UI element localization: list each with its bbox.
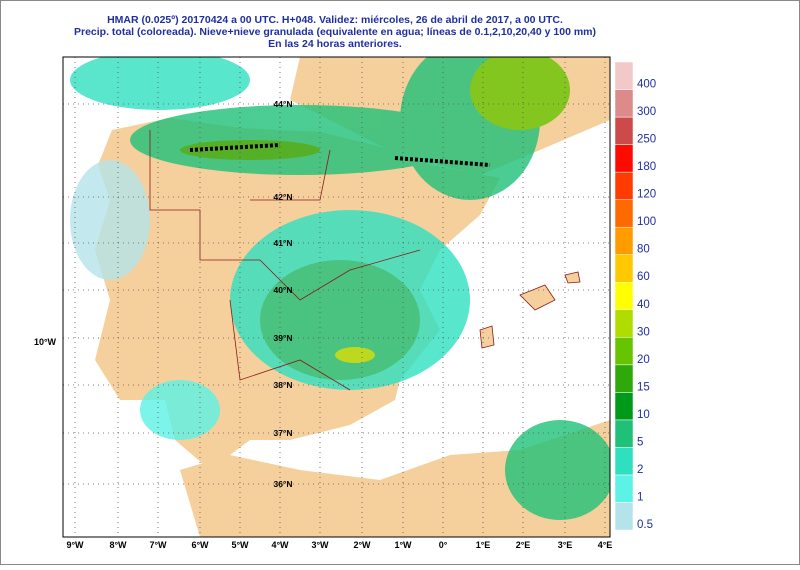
latitude-label: 44°N	[274, 99, 293, 109]
legend-label: 10	[637, 409, 650, 421]
legend-label: 30	[637, 326, 650, 338]
latitude-label: 39°N	[274, 333, 293, 343]
legend-swatch	[614, 337, 634, 366]
latitude-label: 42°N	[274, 192, 293, 202]
legend-swatch	[614, 281, 634, 311]
longitude-label: 1°W	[394, 540, 412, 550]
longitude-label: 8°W	[109, 540, 127, 550]
legend-swatch	[614, 254, 634, 283]
legend-label: 40	[637, 299, 650, 311]
longitude-label: 4°W	[271, 540, 289, 550]
legend-label: 250	[637, 134, 656, 146]
map-border	[62, 56, 611, 538]
legend-swatch	[614, 89, 634, 118]
legend-label: 0.5	[637, 519, 653, 531]
longitude-label: 1°E	[476, 540, 491, 550]
legend-label: 5	[637, 436, 643, 448]
legend-label: 300	[637, 106, 656, 118]
longitude-label: 2°W	[353, 540, 371, 550]
legend-swatch	[614, 309, 634, 338]
longitude-label: 6°W	[191, 540, 209, 550]
legend-label: 1	[637, 491, 643, 503]
legend-label: 2	[637, 464, 643, 476]
map-area	[63, 57, 610, 537]
title-line: En las 24 horas anteriores.	[268, 38, 402, 50]
legend-swatch	[614, 116, 634, 145]
longitude-label: 3°W	[311, 540, 329, 550]
longitude-label: 9°W	[66, 540, 84, 550]
legend-swatch	[614, 392, 634, 421]
longitude-label: 3°E	[558, 540, 573, 550]
legend-swatch	[614, 502, 634, 531]
legend-swatch	[614, 171, 634, 200]
longitude-label: 7°W	[149, 540, 167, 550]
side-longitude-label: 10°W	[34, 337, 57, 347]
legend-label: 120	[637, 189, 656, 201]
legend-swatch	[614, 419, 634, 448]
longitude-label: 2°E	[516, 540, 531, 550]
latitude-label: 41°N	[274, 238, 293, 248]
legend-swatch	[614, 144, 634, 173]
legend-label: 180	[637, 161, 656, 173]
legend-swatch	[614, 199, 634, 228]
legend-label: 80	[637, 244, 650, 256]
legend-swatch	[614, 364, 634, 393]
longitude-label: 4°E	[598, 540, 613, 550]
latitude-label: 36°N	[274, 479, 293, 489]
legend-label: 400	[637, 79, 656, 91]
legend-label: 15	[637, 381, 650, 393]
legend-label: 20	[637, 354, 650, 366]
legend-swatch	[614, 61, 634, 90]
title-line: HMAR (0.025º) 20170424 a 00 UTC. H+048. …	[107, 14, 563, 26]
latitude-label: 37°N	[274, 428, 293, 438]
legend-swatch	[614, 447, 634, 476]
title-line: Precip. total (coloreada). Nieve+nieve g…	[74, 26, 596, 38]
legend-swatch	[614, 474, 634, 503]
legend-label: 100	[637, 216, 656, 228]
legend-label: 60	[637, 271, 650, 283]
longitude-label: 5°W	[231, 540, 249, 550]
legend-swatch	[614, 226, 634, 255]
longitude-label: 0°	[439, 540, 448, 550]
latitude-label: 38°N	[274, 380, 293, 390]
latitude-label: 40°N	[274, 285, 293, 295]
